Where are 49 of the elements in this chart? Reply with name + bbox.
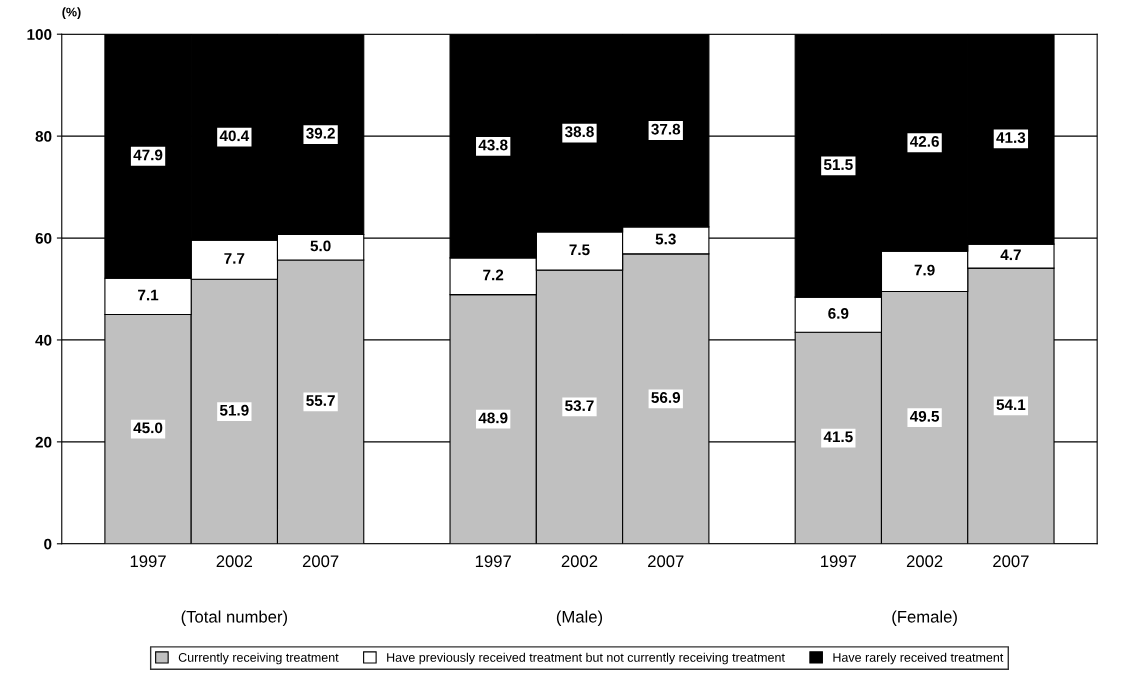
data-label: 7.7 — [224, 253, 245, 264]
y-tick-label: 100 — [27, 29, 52, 40]
y-axis-title: (%) — [62, 7, 81, 19]
data-label: 37.8 — [651, 123, 681, 135]
y-tick-label: 40 — [35, 334, 52, 346]
x-tick-label: 2002 — [906, 555, 943, 568]
x-tick-label: 1997 — [130, 555, 166, 568]
x-tick-label: 1997 — [475, 555, 511, 568]
x-tick-label: 2007 — [302, 555, 339, 568]
data-label: 40.4 — [219, 130, 250, 142]
data-label: 7.1 — [138, 289, 159, 301]
y-tick-label: 60 — [35, 232, 52, 244]
data-label: 54.1 — [996, 399, 1026, 411]
data-label: 53.7 — [565, 400, 594, 412]
text: (Female) — [892, 610, 957, 626]
data-label: 4.7 — [1000, 249, 1021, 261]
data-label: 41.3 — [996, 132, 1026, 144]
y-tick-label: 20 — [35, 436, 52, 448]
data-label: 41.5 — [823, 431, 853, 443]
data-label: 39.2 — [306, 127, 335, 139]
data-label: 47.9 — [133, 149, 163, 161]
data-label: 5.3 — [655, 233, 676, 245]
x-tick-label: 2002 — [216, 555, 253, 568]
data-label: 55.7 — [306, 395, 335, 406]
data-label: 38.8 — [564, 126, 594, 138]
data-label: 7.5 — [569, 244, 590, 256]
data-label: 6.9 — [828, 308, 849, 319]
x-tick-label: 2007 — [648, 555, 684, 568]
legend-label: Have rarely received treatment — [833, 652, 1004, 665]
data-label: 5.0 — [310, 240, 331, 252]
x-tick-label: 2002 — [561, 555, 598, 568]
data-label: 51.5 — [823, 159, 853, 171]
data-label: 7.9 — [914, 264, 935, 276]
data-label: 7.2 — [483, 269, 504, 281]
data-label: 43.8 — [478, 139, 508, 151]
legend-label: Currently receiving treatment — [178, 652, 339, 665]
data-label: 42.6 — [909, 136, 939, 147]
y-tick-label: 0 — [44, 538, 52, 550]
x-tick-label: 1997 — [821, 555, 857, 568]
text: (Total number) — [181, 610, 288, 626]
text: (Male) — [556, 610, 603, 626]
y-tick-label: 80 — [35, 130, 52, 142]
data-label: 51.9 — [219, 404, 249, 416]
legend-label: Have previously received treatment but not currently receiving treatment — [387, 652, 785, 665]
data-label: 49.5 — [909, 410, 940, 422]
data-label: 48.9 — [478, 412, 508, 424]
data-label: 45.0 — [133, 422, 163, 434]
data-label: 56.9 — [651, 392, 681, 403]
x-tick-label: 2007 — [993, 555, 1029, 568]
